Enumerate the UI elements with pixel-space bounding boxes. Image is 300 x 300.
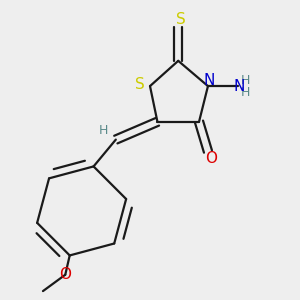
Text: O: O bbox=[205, 152, 217, 166]
Text: H: H bbox=[99, 124, 109, 137]
Text: N: N bbox=[233, 79, 245, 94]
Text: H: H bbox=[240, 85, 250, 98]
Text: S: S bbox=[176, 12, 186, 27]
Text: H: H bbox=[240, 74, 250, 87]
Text: O: O bbox=[59, 267, 71, 282]
Text: N: N bbox=[204, 73, 215, 88]
Text: S: S bbox=[135, 77, 145, 92]
